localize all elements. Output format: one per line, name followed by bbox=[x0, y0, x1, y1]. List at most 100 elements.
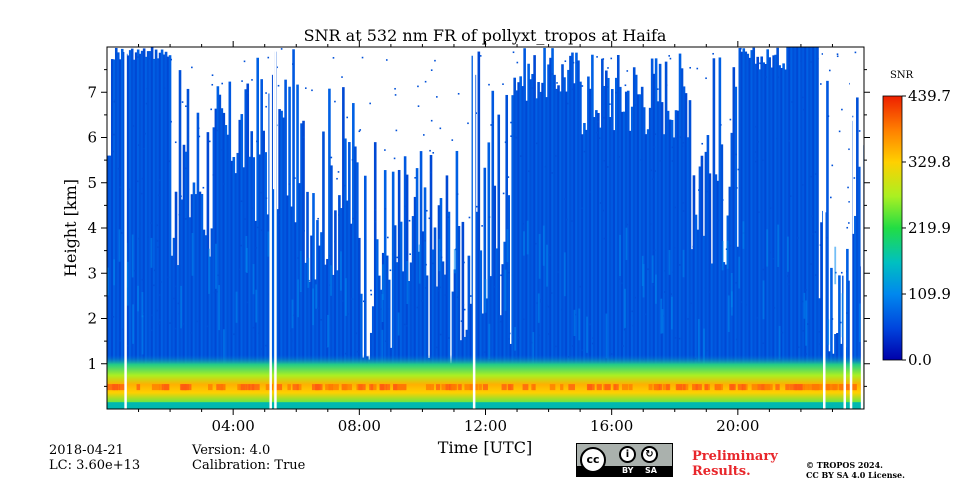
noise-speckle bbox=[260, 191, 262, 194]
signal-column bbox=[644, 134, 648, 409]
signal-column bbox=[110, 59, 114, 409]
noise-speckle bbox=[698, 189, 700, 191]
cloud-streak bbox=[307, 257, 310, 288]
noise-speckle bbox=[416, 306, 419, 309]
aerosol-hotspot bbox=[344, 384, 352, 391]
signal-column bbox=[431, 249, 435, 409]
signal-column bbox=[710, 263, 714, 409]
noise-speckle bbox=[353, 298, 356, 300]
signal-column bbox=[523, 48, 526, 409]
noise-speckle bbox=[649, 223, 652, 226]
cloud-streak bbox=[131, 234, 134, 278]
noise-speckle bbox=[551, 172, 553, 174]
signal-column bbox=[658, 63, 662, 409]
noise-speckle bbox=[244, 218, 246, 220]
signal-column bbox=[758, 69, 762, 409]
aerosol-layer bbox=[107, 354, 864, 409]
signal-column bbox=[780, 67, 783, 409]
noise-speckle bbox=[810, 263, 812, 265]
signal-column bbox=[120, 48, 124, 409]
y-tick-label: 7 bbox=[87, 83, 97, 101]
attribution-icon: i bbox=[619, 446, 636, 463]
signal-column bbox=[720, 144, 724, 409]
noise-speckle bbox=[548, 254, 551, 256]
noise-speckle bbox=[158, 322, 160, 325]
signal-column bbox=[403, 156, 407, 409]
cloud-streak bbox=[218, 285, 220, 331]
noise-speckle bbox=[155, 239, 158, 242]
noise-speckle bbox=[174, 141, 177, 144]
noise-speckle bbox=[147, 235, 149, 238]
noise-speckle bbox=[436, 96, 438, 98]
noise-speckle bbox=[261, 229, 263, 232]
cloud-streak bbox=[538, 233, 541, 279]
aerosol-hotspot bbox=[656, 384, 663, 391]
aerosol-hotspot bbox=[379, 384, 387, 391]
aerosol-hotspot bbox=[287, 384, 291, 391]
signal-column bbox=[174, 191, 178, 409]
aerosol-hotspot bbox=[613, 384, 619, 391]
signal-column bbox=[678, 53, 682, 409]
signal-column bbox=[605, 70, 608, 409]
noise-speckle bbox=[362, 300, 365, 303]
signal-column bbox=[148, 51, 152, 409]
noise-speckle bbox=[265, 197, 268, 199]
y-axis-label: Height [km] bbox=[61, 179, 80, 277]
signal-column bbox=[706, 135, 710, 409]
aerosol-hotspot bbox=[803, 384, 809, 391]
noise-speckle bbox=[557, 271, 559, 273]
noise-speckle bbox=[211, 74, 214, 77]
noise-speckle bbox=[712, 52, 714, 55]
aerosol-hotspot bbox=[845, 384, 851, 391]
cloud-streak bbox=[418, 244, 421, 284]
aerosol-hotspot bbox=[111, 384, 118, 391]
signal-column bbox=[620, 111, 624, 409]
signal-column bbox=[531, 73, 534, 409]
cloud-streak bbox=[721, 240, 724, 271]
signal-column bbox=[344, 138, 347, 409]
signal-column bbox=[674, 110, 678, 409]
signal-column bbox=[754, 63, 758, 409]
signal-column bbox=[282, 117, 285, 409]
preliminary-note: Preliminary Results. bbox=[692, 449, 778, 479]
cloud-streak bbox=[118, 229, 121, 262]
signal-column bbox=[567, 69, 570, 409]
signal-column bbox=[774, 54, 777, 409]
noise-speckle bbox=[781, 331, 784, 334]
signal-column bbox=[772, 55, 775, 409]
aerosol-hotspot bbox=[737, 384, 744, 391]
signal-column bbox=[479, 250, 483, 409]
signal-column bbox=[784, 69, 787, 409]
signal-column bbox=[224, 125, 228, 409]
noise-speckle bbox=[689, 66, 691, 69]
noise-speckle bbox=[502, 192, 505, 195]
signal-column bbox=[559, 91, 562, 409]
noise-speckle bbox=[428, 217, 431, 220]
noise-speckle bbox=[467, 122, 469, 125]
y-tick-label: 4 bbox=[87, 219, 97, 237]
cloud-streak bbox=[546, 244, 548, 287]
signal-column bbox=[806, 47, 809, 409]
noise-speckle bbox=[816, 143, 819, 145]
signal-column bbox=[820, 222, 823, 409]
data-gap bbox=[269, 47, 272, 409]
noise-speckle bbox=[669, 57, 672, 60]
signal-column bbox=[670, 119, 674, 409]
noise-speckle bbox=[404, 205, 407, 208]
cloud-streak bbox=[803, 292, 806, 319]
noise-speckle bbox=[277, 224, 280, 227]
aerosol-hotspot bbox=[828, 384, 836, 391]
aerosol-hotspot bbox=[369, 384, 374, 391]
noise-speckle bbox=[589, 323, 591, 326]
noise-speckle bbox=[678, 264, 681, 266]
noise-speckle bbox=[169, 322, 171, 324]
signal-column bbox=[342, 87, 345, 409]
noise-speckle bbox=[455, 248, 457, 251]
signal-column bbox=[276, 209, 279, 409]
noise-speckle bbox=[712, 98, 715, 100]
cloud-streak bbox=[578, 308, 581, 341]
signal-column bbox=[419, 151, 423, 409]
aerosol-hotspot bbox=[425, 384, 432, 391]
signal-column bbox=[246, 83, 250, 409]
noise-speckle bbox=[456, 193, 459, 195]
